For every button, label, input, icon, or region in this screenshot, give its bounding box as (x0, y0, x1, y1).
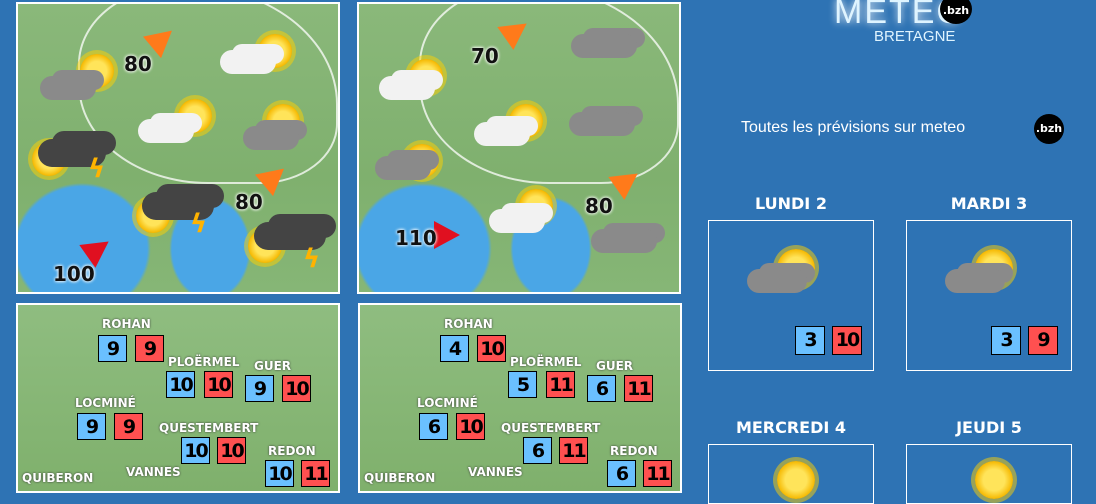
wind-speed: 80 (235, 190, 263, 214)
min-temp: 9 (98, 335, 127, 362)
min-temp: 10 (181, 437, 210, 464)
max-temp: 10 (456, 413, 485, 440)
min-temp: 6 (523, 437, 552, 464)
day-forecast-card[interactable] (708, 444, 874, 504)
city-label: VANNES (468, 465, 523, 479)
wind-arrow-icon (434, 221, 460, 249)
min-temp: 5 (508, 371, 537, 398)
weather-map-2: 70 110 80 (357, 2, 681, 294)
max-temp: 11 (546, 371, 575, 398)
city-label: REDON (268, 444, 316, 458)
day-forecast-card[interactable]: 3 10 (708, 220, 874, 371)
logo-subtitle: BRETAGNE (874, 28, 956, 45)
min-temp: 10 (265, 460, 294, 487)
city-label: QUESTEMBERT (159, 421, 259, 435)
max-temp: 10 (477, 335, 506, 362)
min-temp: 10 (166, 371, 195, 398)
lightning-icon: ϟ (303, 244, 321, 274)
max-temp: 10 (204, 371, 233, 398)
min-temp: 6 (419, 413, 448, 440)
sun-icon (975, 461, 1013, 499)
day-label: JEUDI 5 (956, 418, 1022, 437)
lightning-icon: ϟ (88, 154, 106, 184)
lightning-icon: ϟ (190, 209, 208, 239)
sun-icon (777, 461, 815, 499)
promo-badge: .bzh (1034, 114, 1064, 144)
rain-cloud-icon (747, 269, 807, 293)
temperature-map-1: ROHAN 9 9 PLOËRMEL 10 10 GUER 9 10 LOCMI… (16, 303, 340, 493)
storm-cloud-icon (142, 192, 214, 220)
cloud-icon (489, 209, 545, 233)
storm-cloud-icon (254, 222, 326, 250)
wind-speed: 100 (53, 262, 95, 286)
weather-map-1: ϟ ϟ ϟ 80 80 100 (16, 2, 340, 294)
max-temp: 9 (1028, 326, 1058, 355)
min-temp: 6 (607, 460, 636, 487)
cloud-icon (379, 76, 435, 100)
wind-speed: 110 (395, 226, 437, 250)
city-label: QUIBERON (364, 471, 436, 485)
city-label: LOCMINÉ (417, 396, 478, 410)
storm-cloud-icon (38, 139, 106, 167)
day-forecast-card[interactable]: 3 9 (906, 220, 1072, 371)
snow-cloud-icon (40, 76, 96, 100)
wind-speed: 80 (124, 52, 152, 76)
city-label: LOCMINÉ (75, 396, 136, 410)
min-temp: 3 (795, 326, 825, 355)
max-temp: 10 (217, 437, 246, 464)
temperature-map-2: ROHAN 4 10 PLOËRMEL 5 11 GUER 6 11 LOCMI… (358, 303, 682, 493)
snow-cloud-icon (243, 126, 299, 150)
min-temp: 6 (587, 375, 616, 402)
max-temp: 11 (559, 437, 588, 464)
rain-cloud-icon (571, 34, 637, 58)
city-label: VANNES (126, 465, 181, 479)
cloud-icon (375, 156, 431, 180)
cloud-icon (138, 119, 194, 143)
min-temp: 3 (991, 326, 1021, 355)
max-temp: 10 (282, 375, 311, 402)
wind-speed: 70 (471, 44, 499, 68)
city-label: ROHAN (444, 317, 493, 331)
min-temp: 9 (77, 413, 106, 440)
rain-cloud-icon (945, 269, 1005, 293)
rain-cloud-icon (591, 229, 657, 253)
min-temp: 9 (245, 375, 274, 402)
min-temp: 4 (440, 335, 469, 362)
max-temp: 9 (114, 413, 143, 440)
rain-cloud-icon (569, 112, 635, 136)
day-label: MARDI 3 (950, 194, 1028, 213)
promo-text: Toutes les prévisions sur meteo (741, 119, 966, 136)
max-temp: 11 (301, 460, 330, 487)
max-temp: 11 (624, 375, 653, 402)
logo-badge: .bzh (940, 0, 972, 24)
city-label: REDON (610, 444, 658, 458)
day-forecast-card[interactable] (906, 444, 1072, 504)
city-label: GUER (596, 359, 634, 373)
city-label: ROHAN (102, 317, 151, 331)
cloud-icon (220, 50, 276, 74)
region-border (78, 4, 338, 184)
city-label: PLOËRMEL (510, 355, 582, 369)
region-border (419, 4, 679, 184)
max-temp: 11 (643, 460, 672, 487)
max-temp: 10 (832, 326, 862, 355)
wind-speed: 80 (585, 194, 613, 218)
city-label: QUESTEMBERT (501, 421, 601, 435)
day-label: MERCREDI 4 (735, 418, 847, 437)
city-label: GUER (254, 359, 292, 373)
day-label: LUNDI 2 (755, 194, 827, 213)
cloud-icon (474, 122, 530, 146)
promo-link[interactable]: Toutes les prévisions sur meteo (741, 118, 965, 138)
city-label: PLOËRMEL (168, 355, 240, 369)
max-temp: 9 (135, 335, 164, 362)
city-label: QUIBERON (22, 471, 94, 485)
